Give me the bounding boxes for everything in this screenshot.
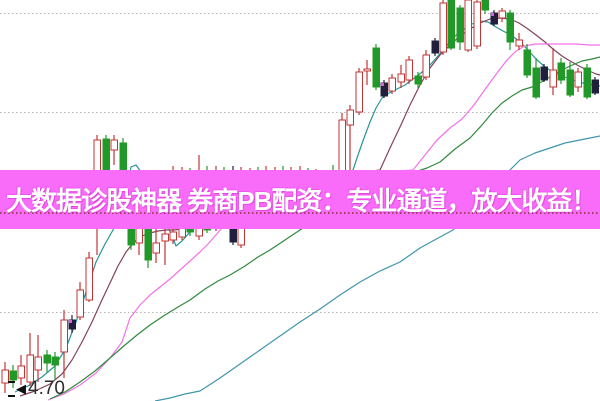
left-arrow-icon: ◀ — [16, 381, 26, 396]
ad-banner[interactable]: 大数据诊股神器 券商PB配资：专业通道，放大收益！ — [0, 170, 600, 229]
low-price-annotation: ◀ 4.70 — [8, 378, 65, 400]
banner-gridline — [0, 212, 600, 214]
tick-marks-icon — [8, 381, 15, 397]
low-price-label: 4.70 — [28, 378, 65, 399]
ad-banner-text: 大数据诊股神器 券商PB配资：专业通道，放大收益！ — [6, 186, 597, 216]
